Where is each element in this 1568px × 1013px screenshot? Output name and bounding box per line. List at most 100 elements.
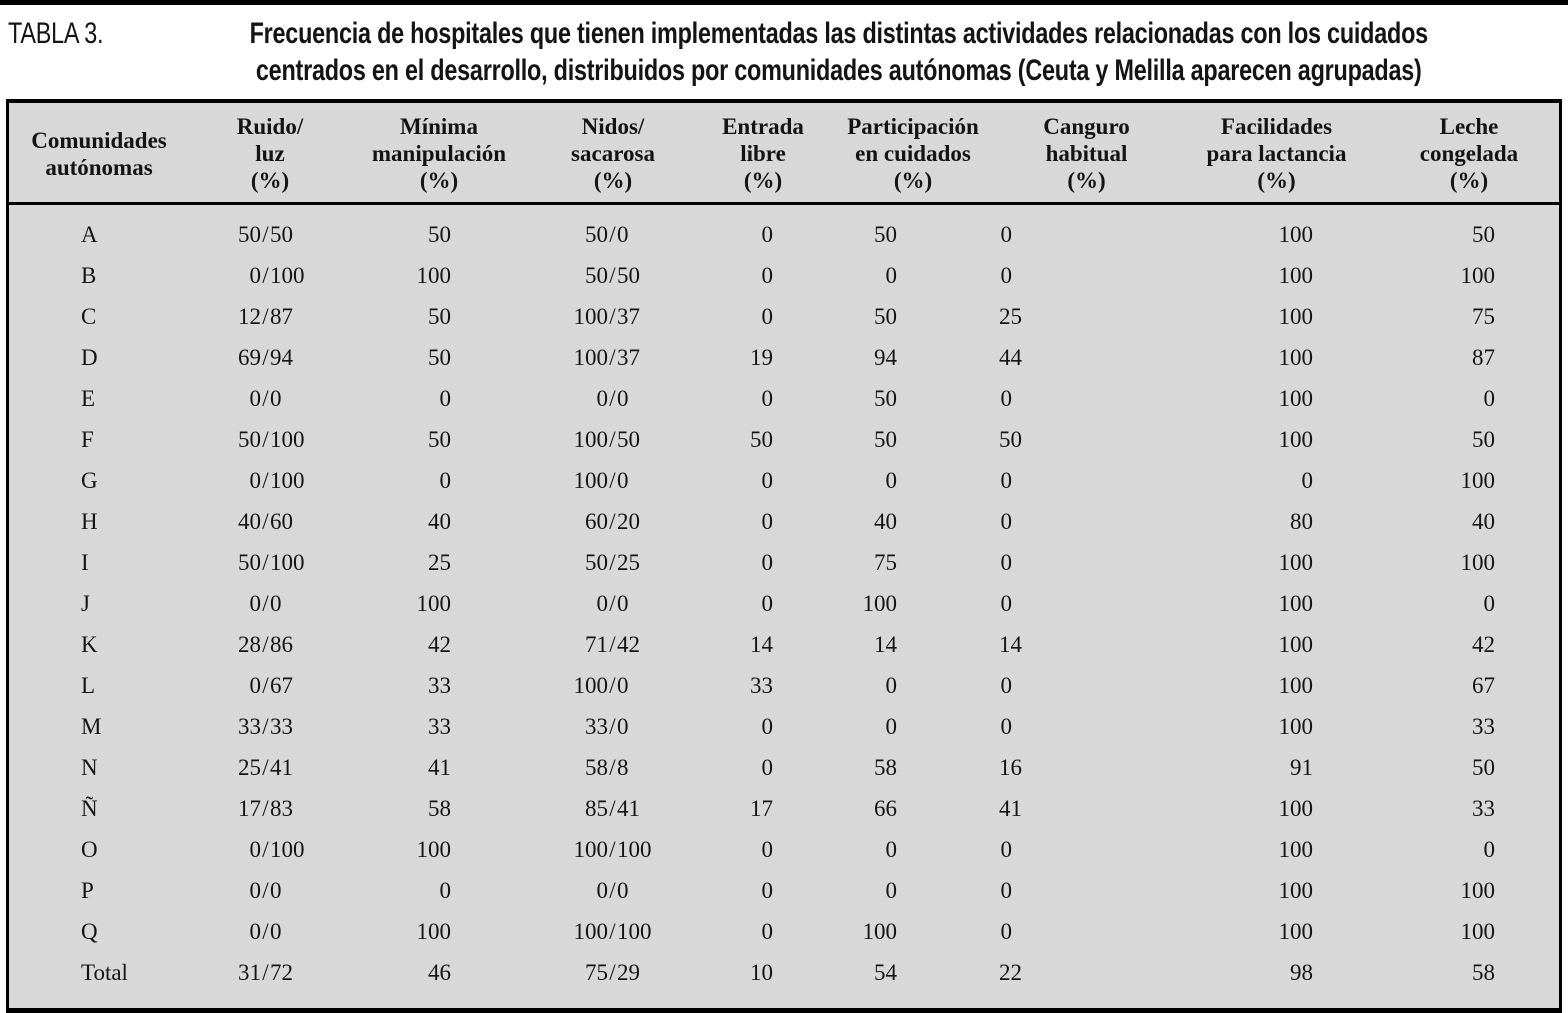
value-after-slash: 0 xyxy=(270,919,282,944)
row-label: Total xyxy=(81,960,128,985)
slash-separator: / xyxy=(262,960,269,985)
row-label: A xyxy=(81,222,98,247)
value-after-slash: 72 xyxy=(270,960,293,985)
cell-ruido-luz: 0/100 xyxy=(189,255,351,296)
column-header-line: Ruido/ xyxy=(236,114,304,139)
cell-minima-manipulacion: 46 xyxy=(428,960,451,985)
value-before-slash: 50 xyxy=(585,263,608,288)
row-label: M xyxy=(81,714,102,739)
cell-nidos-sacarosa: 100/0 xyxy=(527,460,699,501)
value-before-slash: 75 xyxy=(585,960,608,985)
cell-leche-congelada: 87 xyxy=(1472,345,1495,370)
value-after-slash: 0 xyxy=(617,222,629,247)
column-header-minima-manipulacion: Mínima manipulación (%) xyxy=(351,113,527,194)
cell-participacion-en-cuidados: 0 xyxy=(885,263,898,288)
cell-participacion-en-cuidados: 14 xyxy=(874,632,897,657)
cell-minima-manipulacion: 100 xyxy=(416,919,452,944)
slash-separator: / xyxy=(262,263,269,288)
row-label: K xyxy=(81,632,98,657)
cell-facilidades-para-lactancia: 100 xyxy=(1278,878,1314,903)
value-before-slash: 100 xyxy=(573,427,609,452)
value-after-slash: 50 xyxy=(270,222,293,247)
column-header-line: Mínima xyxy=(400,114,478,139)
table-row: K 28/86 42 71/42 14 14 14 100 42 xyxy=(9,624,1559,665)
page-top-rule xyxy=(0,0,1568,5)
row-label: P xyxy=(81,878,94,903)
value-before-slash: 71 xyxy=(585,632,608,657)
cell-nidos-sacarosa: 0/0 xyxy=(527,870,699,911)
value-after-slash: 25 xyxy=(617,550,640,575)
slash-separator: / xyxy=(262,632,269,657)
cell-canguro-habitual: 0 xyxy=(1000,878,1013,903)
cell-leche-congelada: 0 xyxy=(1483,386,1496,411)
row-label: D xyxy=(81,345,98,370)
cell-leche-congelada: 42 xyxy=(1472,632,1495,657)
cell-entrada-libre: 14 xyxy=(750,632,773,657)
cell-nidos-sacarosa: 100/37 xyxy=(527,337,699,378)
cell-minima-manipulacion: 50 xyxy=(428,345,451,370)
cell-facilidades-para-lactancia: 100 xyxy=(1278,673,1314,698)
slash-separator: / xyxy=(609,222,616,247)
cell-canguro-habitual: 0 xyxy=(1000,386,1013,411)
table-row: Ñ 17/83 58 85/41 17 66 41 100 33 xyxy=(9,788,1559,829)
cell-canguro-habitual: 0 xyxy=(1000,222,1013,247)
cell-entrada-libre: 19 xyxy=(750,345,773,370)
cell-leche-congelada: 0 xyxy=(1483,837,1496,862)
value-after-slash: 0 xyxy=(617,673,629,698)
column-header-line: para lactancia xyxy=(1206,141,1347,166)
slash-separator: / xyxy=(609,960,616,985)
value-before-slash: 0 xyxy=(249,673,262,698)
value-before-slash: 50 xyxy=(238,427,261,452)
table-row: J 0/0 100 0/0 0 100 0 100 0 xyxy=(9,583,1559,624)
cell-ruido-luz: 17/83 xyxy=(189,788,351,829)
value-before-slash: 100 xyxy=(573,345,609,370)
slash-separator: / xyxy=(609,755,616,780)
value-after-slash: 8 xyxy=(617,755,629,780)
cell-nidos-sacarosa: 100/100 xyxy=(527,911,699,952)
table-body: A 50/50 50 50/0 0 50 0 100 50 B 0/100 100 50/50 0 0 0 10… xyxy=(9,205,1559,1008)
cell-leche-congelada: 33 xyxy=(1472,796,1495,821)
slash-separator: / xyxy=(262,468,269,493)
cell-nidos-sacarosa: 50/50 xyxy=(527,255,699,296)
value-before-slash: 0 xyxy=(596,386,609,411)
slash-separator: / xyxy=(262,509,269,534)
value-before-slash: 25 xyxy=(238,755,261,780)
value-before-slash: 0 xyxy=(249,837,262,862)
cell-minima-manipulacion: 100 xyxy=(416,591,452,616)
cell-leche-congelada: 67 xyxy=(1472,673,1495,698)
cell-entrada-libre: 0 xyxy=(761,755,774,780)
column-header-facilidades-para-lactancia: Facilidades para lactancia (%) xyxy=(1174,113,1379,194)
cell-minima-manipulacion: 40 xyxy=(428,509,451,534)
cell-minima-manipulacion: 50 xyxy=(428,304,451,329)
value-after-slash: 37 xyxy=(617,304,640,329)
cell-ruido-luz: 0/67 xyxy=(189,665,351,706)
value-before-slash: 12 xyxy=(238,304,261,329)
row-label: N xyxy=(81,755,98,780)
slash-separator: / xyxy=(609,837,616,862)
slash-separator: / xyxy=(609,263,616,288)
value-before-slash: 58 xyxy=(585,755,608,780)
cell-participacion-en-cuidados: 0 xyxy=(885,714,898,739)
column-header-participacion-en-cuidados: Participación en cuidados (%) xyxy=(827,113,999,194)
row-label: C xyxy=(81,304,97,329)
slash-separator: / xyxy=(262,304,269,329)
value-before-slash: 100 xyxy=(573,468,609,493)
row-label: J xyxy=(81,591,90,616)
column-header-line: habitual xyxy=(1045,141,1128,166)
slash-separator: / xyxy=(262,755,269,780)
column-header-line: Entrada xyxy=(722,114,804,139)
cell-minima-manipulacion: 58 xyxy=(428,796,451,821)
column-header-canguro-habitual: Canguro habitual (%) xyxy=(999,113,1174,194)
row-label: H xyxy=(81,509,98,534)
value-before-slash: 50 xyxy=(238,550,261,575)
table-row: H 40/60 40 60/20 0 40 0 80 40 xyxy=(9,501,1559,542)
value-after-slash: 0 xyxy=(270,591,282,616)
cell-minima-manipulacion: 33 xyxy=(428,673,451,698)
cell-entrada-libre: 0 xyxy=(761,468,774,493)
cell-leche-congelada: 100 xyxy=(1460,550,1496,575)
cell-nidos-sacarosa: 100/50 xyxy=(527,419,699,460)
cell-canguro-habitual: 44 xyxy=(999,345,1022,370)
cell-nidos-sacarosa: 50/0 xyxy=(527,214,699,255)
cell-canguro-habitual: 0 xyxy=(1000,837,1013,862)
value-after-slash: 42 xyxy=(617,632,640,657)
